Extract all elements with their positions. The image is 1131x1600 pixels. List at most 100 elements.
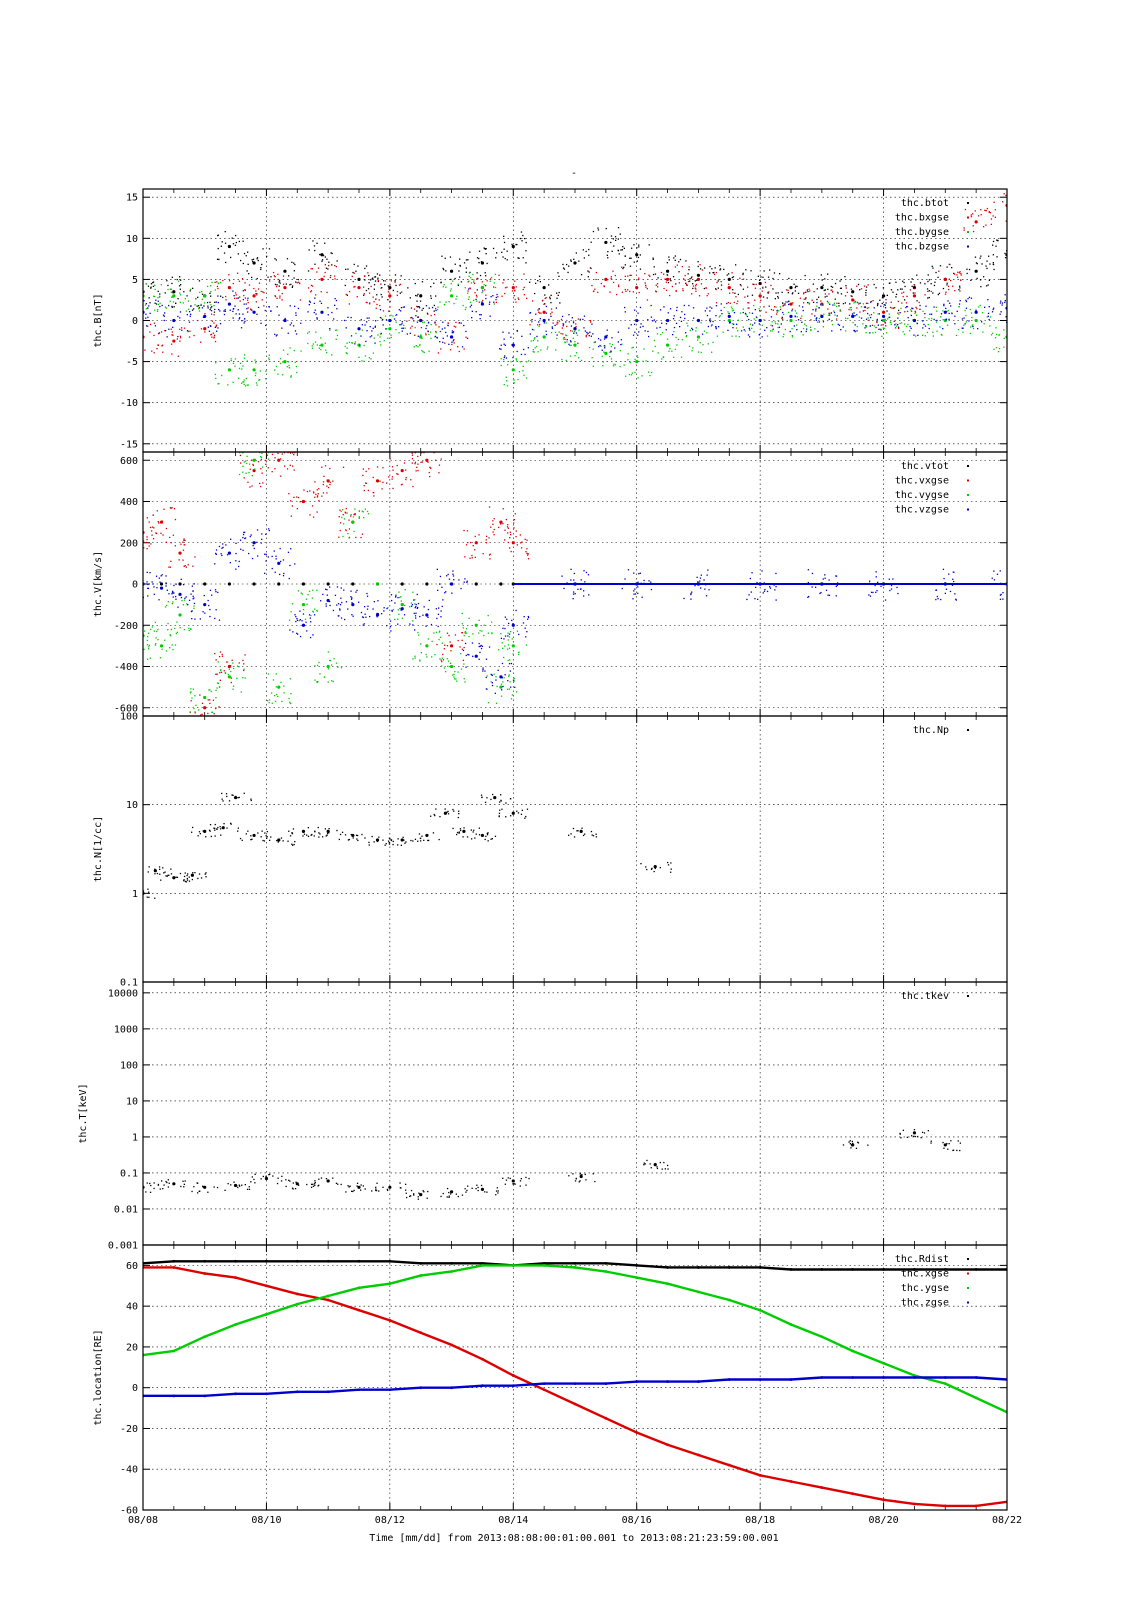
scatter-dot	[1005, 220, 1007, 222]
scatter-dot	[453, 673, 455, 676]
scatter-dot	[146, 1182, 148, 1184]
scatter-dot	[508, 633, 511, 635]
scatter-dot	[650, 588, 653, 591]
scatter-dot	[836, 302, 838, 304]
scatter-dot	[990, 334, 993, 336]
scatter-dot	[685, 260, 687, 262]
scatter-dot	[862, 323, 864, 325]
scatter-dot	[969, 308, 971, 311]
scatter-dot	[633, 593, 635, 595]
scatter-dot	[309, 514, 311, 516]
scatter-dot	[274, 700, 277, 703]
scatter-dot	[570, 579, 572, 581]
scatter-dot	[519, 1180, 522, 1182]
scatter-dot	[368, 357, 370, 359]
scatter-dot	[770, 284, 772, 287]
scatter-dot	[388, 837, 391, 839]
scatter-dot	[129, 526, 130, 527]
scatter-dot	[867, 302, 869, 304]
data-point	[696, 273, 701, 277]
scatter-dot	[697, 581, 699, 583]
scatter-dot	[988, 255, 990, 257]
scatter-dot	[651, 867, 653, 869]
scatter-dot	[852, 322, 854, 324]
scatter-dot	[568, 265, 570, 267]
scatter-dot	[946, 310, 948, 313]
scatter-dot	[286, 258, 289, 260]
scatter-dot	[500, 523, 502, 525]
scatter-dot	[870, 300, 873, 303]
scatter-dot	[690, 277, 693, 279]
scatter-dot	[942, 568, 945, 570]
scatter-dot	[916, 308, 918, 310]
scatter-dot	[355, 834, 358, 836]
scatter-dot	[709, 319, 711, 321]
scatter-dot	[443, 304, 446, 306]
scatter-dot	[573, 579, 575, 581]
scatter-dot	[334, 278, 336, 280]
scatter-dot	[250, 459, 253, 461]
data-point	[277, 582, 281, 586]
scatter-dot	[795, 312, 798, 314]
scatter-dot	[164, 871, 166, 873]
scatter-dot	[489, 301, 491, 303]
scatter-dot	[943, 304, 945, 307]
scatter-dot	[313, 245, 316, 247]
scatter-dot	[492, 295, 494, 297]
scatter-dot	[845, 330, 847, 332]
scatter-dot	[740, 285, 742, 287]
scatter-dot	[335, 299, 338, 302]
scatter-dot	[389, 306, 391, 308]
data-point	[696, 335, 701, 339]
scatter-dot	[463, 262, 466, 264]
scatter-dot	[782, 302, 784, 304]
scatter-dot	[210, 285, 212, 287]
scatter-dot	[215, 609, 217, 611]
scatter-dot	[266, 837, 268, 839]
scatter-dot	[149, 526, 152, 529]
scatter-dot	[828, 579, 830, 581]
scatter-dot	[550, 315, 552, 317]
y-axis-label: thc.N[1/cc]	[93, 816, 104, 882]
scatter-dot	[742, 311, 744, 314]
scatter-dot	[715, 302, 718, 304]
scatter-dot	[141, 569, 142, 570]
scatter-dot	[815, 319, 817, 321]
scatter-dot	[969, 332, 971, 335]
scatter-dot	[764, 588, 766, 591]
scatter-dot	[614, 236, 617, 238]
scatter-dot	[256, 529, 259, 531]
scatter-dot	[660, 271, 663, 274]
scatter-dot	[507, 644, 510, 646]
scatter-dot	[958, 272, 960, 274]
scatter-dot	[833, 302, 835, 304]
scatter-dot	[458, 579, 460, 581]
scatter-dot	[592, 230, 595, 233]
scatter-dot	[1019, 218, 1020, 219]
scatter-dot	[411, 604, 414, 606]
scatter-dot	[653, 266, 655, 268]
scatter-dot	[569, 344, 571, 347]
scatter-dot	[836, 291, 839, 293]
scatter-dot	[836, 584, 838, 586]
scatter-dot	[133, 522, 134, 523]
scatter-dot	[1016, 593, 1017, 594]
scatter-dot	[184, 539, 186, 542]
scatter-dot	[624, 264, 626, 266]
scatter-dot	[854, 324, 856, 326]
scatter-dot	[413, 599, 415, 601]
scatter-dot	[153, 352, 155, 354]
scatter-dot	[183, 875, 186, 878]
scatter-dot	[224, 242, 227, 244]
scatter-dot	[297, 307, 300, 310]
scatter-dot	[507, 524, 509, 526]
scatter-dot	[159, 873, 161, 875]
scatter-dot	[238, 560, 240, 563]
scatter-dot	[1021, 593, 1022, 594]
scatter-dot	[728, 312, 730, 315]
scatter-dot	[425, 653, 427, 656]
scatter-dot	[253, 1178, 255, 1181]
scatter-dot	[434, 654, 436, 656]
scatter-dot	[639, 254, 641, 256]
scatter-dot	[955, 599, 957, 601]
